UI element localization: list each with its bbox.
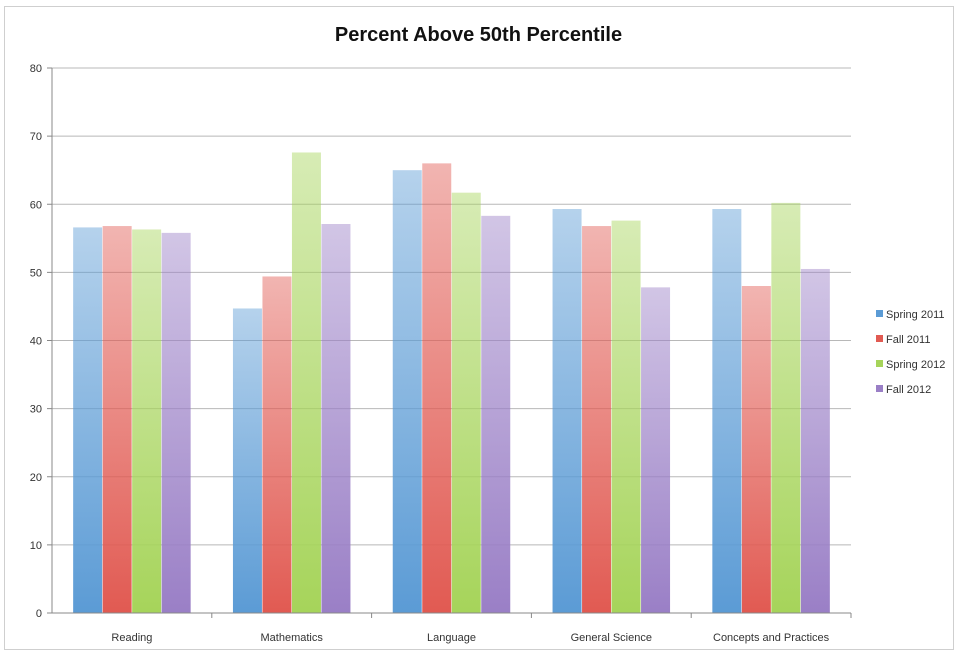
legend-label: Spring 2011 (886, 309, 945, 321)
bar (132, 229, 162, 614)
x-tick-label: General Science (571, 632, 652, 644)
bar (422, 163, 452, 613)
bars (73, 152, 830, 614)
bar (771, 202, 801, 613)
legend-swatch (876, 335, 883, 342)
x-tick-label: Language (427, 632, 476, 644)
y-tick-label: 60 (30, 199, 42, 211)
x-tick-label: Concepts and Practices (713, 632, 830, 644)
bar (800, 268, 830, 613)
y-tick-label: 70 (30, 131, 42, 143)
bar (741, 286, 771, 613)
x-axis: Reading Mathematics Language General Scienc… (52, 612, 852, 644)
legend-label: Fall 2012 (886, 384, 931, 396)
bar (161, 232, 191, 614)
bar (641, 287, 671, 613)
bar (232, 308, 262, 613)
bar (481, 215, 511, 614)
bar (552, 209, 582, 614)
legend-label: Fall 2011 (886, 334, 930, 346)
legend: Spring 2011 Fall 2011 Spring 2012 Fall 2012 (876, 309, 945, 396)
x-tick-label: Mathematics (261, 632, 324, 644)
y-tick-label: 20 (30, 472, 42, 484)
y-axis: 0 10 20 30 40 50 60 70 80 (30, 63, 53, 620)
y-tick-label: 50 (30, 267, 42, 279)
chart-title: Percent Above 50th Percentile (334, 24, 623, 46)
legend-swatch (876, 310, 883, 317)
bar (392, 170, 422, 613)
bar (262, 276, 292, 613)
y-tick-label: 40 (30, 336, 42, 348)
bar (712, 209, 742, 614)
bar (451, 192, 481, 613)
bar (611, 220, 641, 613)
bar (291, 152, 321, 613)
bar (582, 226, 612, 614)
y-tick-label: 10 (30, 540, 42, 552)
bar (321, 224, 351, 613)
y-tick-label: 30 (30, 404, 42, 416)
y-tick-label: 80 (30, 63, 42, 75)
x-tick-label: Reading (111, 632, 152, 644)
legend-label: Spring 2012 (886, 359, 945, 371)
bar (102, 226, 132, 614)
legend-swatch (876, 360, 883, 367)
legend-swatch (876, 385, 883, 392)
bar (73, 227, 103, 613)
y-tick-label: 0 (36, 608, 42, 620)
